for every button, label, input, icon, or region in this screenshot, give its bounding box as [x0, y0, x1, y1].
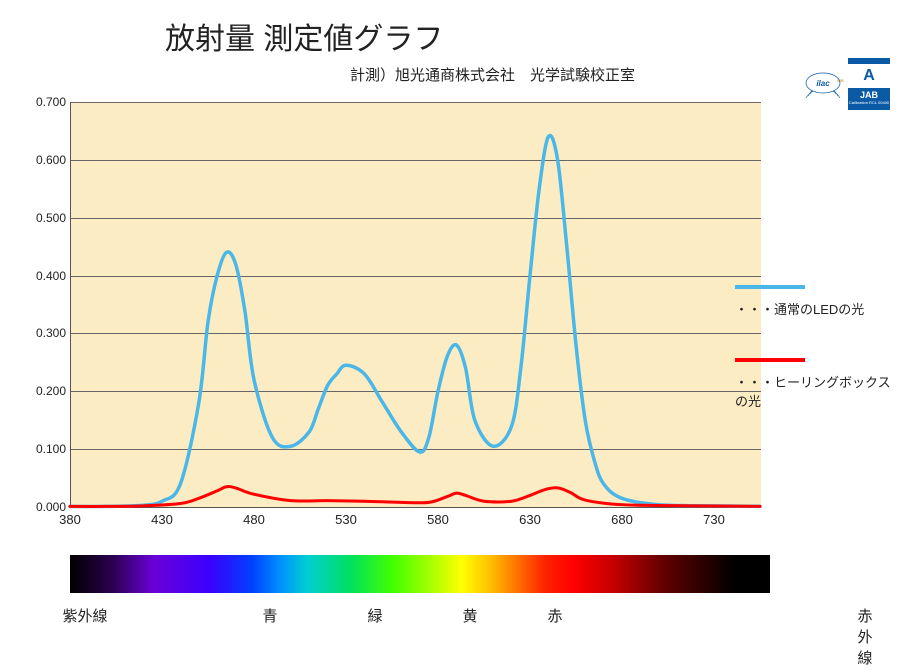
jab-text: JAB: [860, 88, 878, 100]
chart-title: 放射量 測定値グラフ: [165, 14, 443, 58]
jab-logo-icon: A: [848, 64, 890, 88]
x-tick-label: 480: [243, 512, 265, 527]
legend-swatch: [735, 285, 805, 289]
legend-label: ・・・通常のLEDの光: [735, 299, 895, 318]
jab-badge: A JAB Calibration RCL 00400: [848, 58, 890, 110]
x-tick-label: 530: [335, 512, 357, 527]
legend-swatch: [735, 358, 805, 362]
spectrum-label: 赤外線: [857, 605, 872, 668]
x-tick-label: 380: [59, 512, 81, 527]
svg-text:ilac: ilac: [816, 79, 830, 88]
y-tick-label: 0.700: [30, 95, 66, 109]
chart-subtitle: 計測）旭光通商株式会社 光学試験校正室: [350, 64, 635, 85]
accreditation-badges: ilac -MRA A JAB Calibration RCL 00400: [802, 58, 890, 110]
legend-label: ・・・ヒーリングボックスの光: [735, 372, 895, 410]
y-tick-label: 0.500: [30, 211, 66, 225]
y-tick-label: 0.400: [30, 269, 66, 283]
spectrum-label: 緑: [367, 605, 382, 626]
spectrum-label: 黄: [462, 605, 477, 626]
spectrum-label: 紫外線: [62, 605, 107, 626]
chart-area: 0.0000.1000.2000.3000.4000.5000.6000.700…: [30, 102, 760, 552]
legend-item: ・・・通常のLEDの光: [735, 285, 895, 318]
spectrum-label: 青: [262, 605, 277, 626]
svg-text:-MRA: -MRA: [836, 78, 844, 83]
y-tick-label: 0.600: [30, 153, 66, 167]
spectrum-bar: [70, 555, 770, 593]
x-tick-label: 730: [703, 512, 725, 527]
x-tick-label: 680: [611, 512, 633, 527]
y-tick-label: 0.200: [30, 384, 66, 398]
y-tick-label: 0.300: [30, 326, 66, 340]
legend: ・・・通常のLEDの光・・・ヒーリングボックスの光: [735, 285, 895, 450]
x-tick-label: 580: [427, 512, 449, 527]
series-line: [70, 135, 760, 506]
y-tick-label: 0.100: [30, 442, 66, 456]
x-tick-label: 430: [151, 512, 173, 527]
jab-subtext: Calibration RCL 00400: [849, 100, 889, 105]
ilac-badge: ilac -MRA: [802, 58, 844, 110]
spectrum-label: 赤: [547, 605, 562, 626]
chart-lines: [70, 102, 760, 507]
legend-item: ・・・ヒーリングボックスの光: [735, 358, 895, 410]
x-tick-label: 630: [519, 512, 541, 527]
spectrum-labels: 紫外線青緑黄赤赤外線: [30, 605, 870, 630]
